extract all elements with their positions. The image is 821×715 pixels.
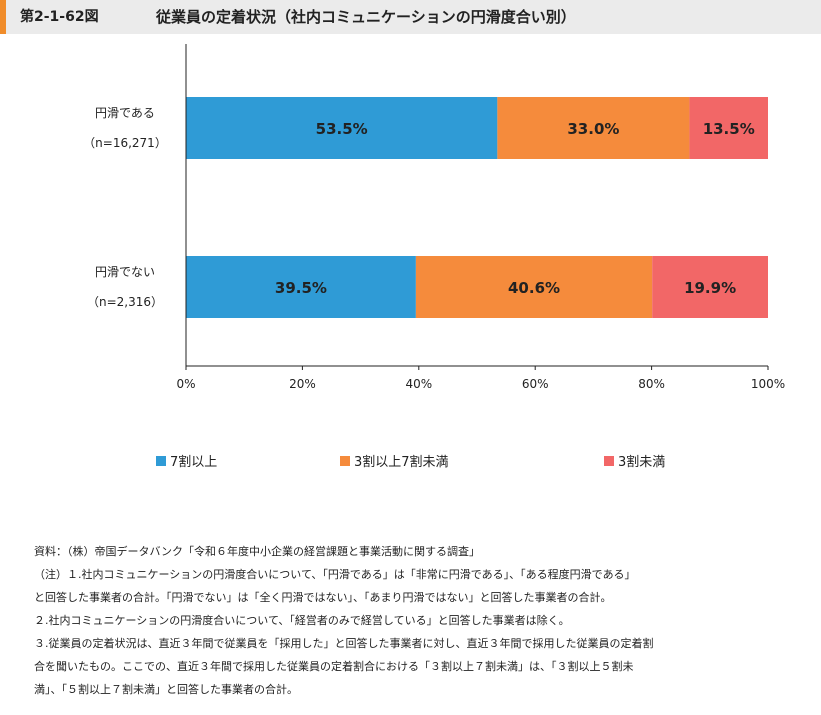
category-label: 円滑でない [95, 265, 155, 279]
bar-segment [689, 97, 768, 159]
note-source: 資料：（株）帝国データバンク「令和６年度中小企業の経営課題と事業活動に関する調査… [34, 545, 481, 558]
data-label: 40.6% [508, 279, 560, 297]
bar-segment [186, 256, 416, 318]
note-1b: と回答した事業者の合計。「円滑でない」は「全く円滑ではない」、「あまり円滑ではな… [34, 591, 612, 604]
legend-label: 3割未満 [618, 454, 665, 470]
figure-number: 第2-1-62図 [0, 0, 146, 34]
note-2: ２.社内コミュニケーションの円滑度合いについて、「経営者のみで経営している」と回… [34, 614, 570, 627]
bar-segment [186, 97, 498, 159]
bar-segment [415, 256, 653, 318]
data-label: 33.0% [567, 120, 619, 138]
x-tick-label: 40% [405, 377, 432, 391]
legend-swatch [604, 456, 614, 466]
figure-header: 第2-1-62図 従業員の定着状況（社内コミュニケーションの円滑度合い別） [0, 0, 821, 34]
data-label: 19.9% [684, 279, 736, 297]
legend-swatch [156, 456, 166, 466]
bar-segment [497, 97, 690, 159]
figure-title: 従業員の定着状況（社内コミュニケーションの円滑度合い別） [156, 8, 576, 26]
category-sublabel: （n=16,271） [83, 136, 167, 150]
x-tick-label: 20% [289, 377, 316, 391]
stacked-bar-chart: 53.5% 33.0% 13.5% 円滑である （n=16,271） 39.5% 40.6%… [83, 44, 785, 470]
data-label: 53.5% [316, 120, 368, 138]
data-label: 39.5% [275, 279, 327, 297]
notes-section: 資料：（株）帝国データバンク「令和６年度中小企業の経営課題と事業活動に関する調査… [34, 540, 804, 701]
category-label: 円滑である [95, 106, 155, 120]
note-3a: ３.従業員の定着状況は、直近３年間で従業員を「採用した」と回答した事業者に対し、… [34, 637, 654, 650]
legend-label: 3割以上7割未満 [354, 454, 449, 470]
legend-swatch [340, 456, 350, 466]
data-label: 13.5% [703, 120, 755, 138]
bar-segment [652, 256, 768, 318]
legend-label: 7割以上 [170, 454, 217, 470]
note-3c: 満」、「５割以上７割未満」と回答した事業者の合計。 [34, 683, 298, 696]
note-1a: （注）１.社内コミュニケーションの円滑度合いについて、「円滑である」は「非常に円… [34, 568, 636, 581]
note-3b: 合を聞いたもの。ここでの、直近３年間で採用した従業員の定着割合における「３割以上… [34, 660, 634, 673]
category-sublabel: （n=2,316） [87, 295, 163, 309]
x-tick-label: 80% [638, 377, 665, 391]
x-tick-label: 0% [176, 377, 195, 391]
x-tick-label: 60% [522, 377, 549, 391]
x-tick-label: 100% [751, 377, 785, 391]
